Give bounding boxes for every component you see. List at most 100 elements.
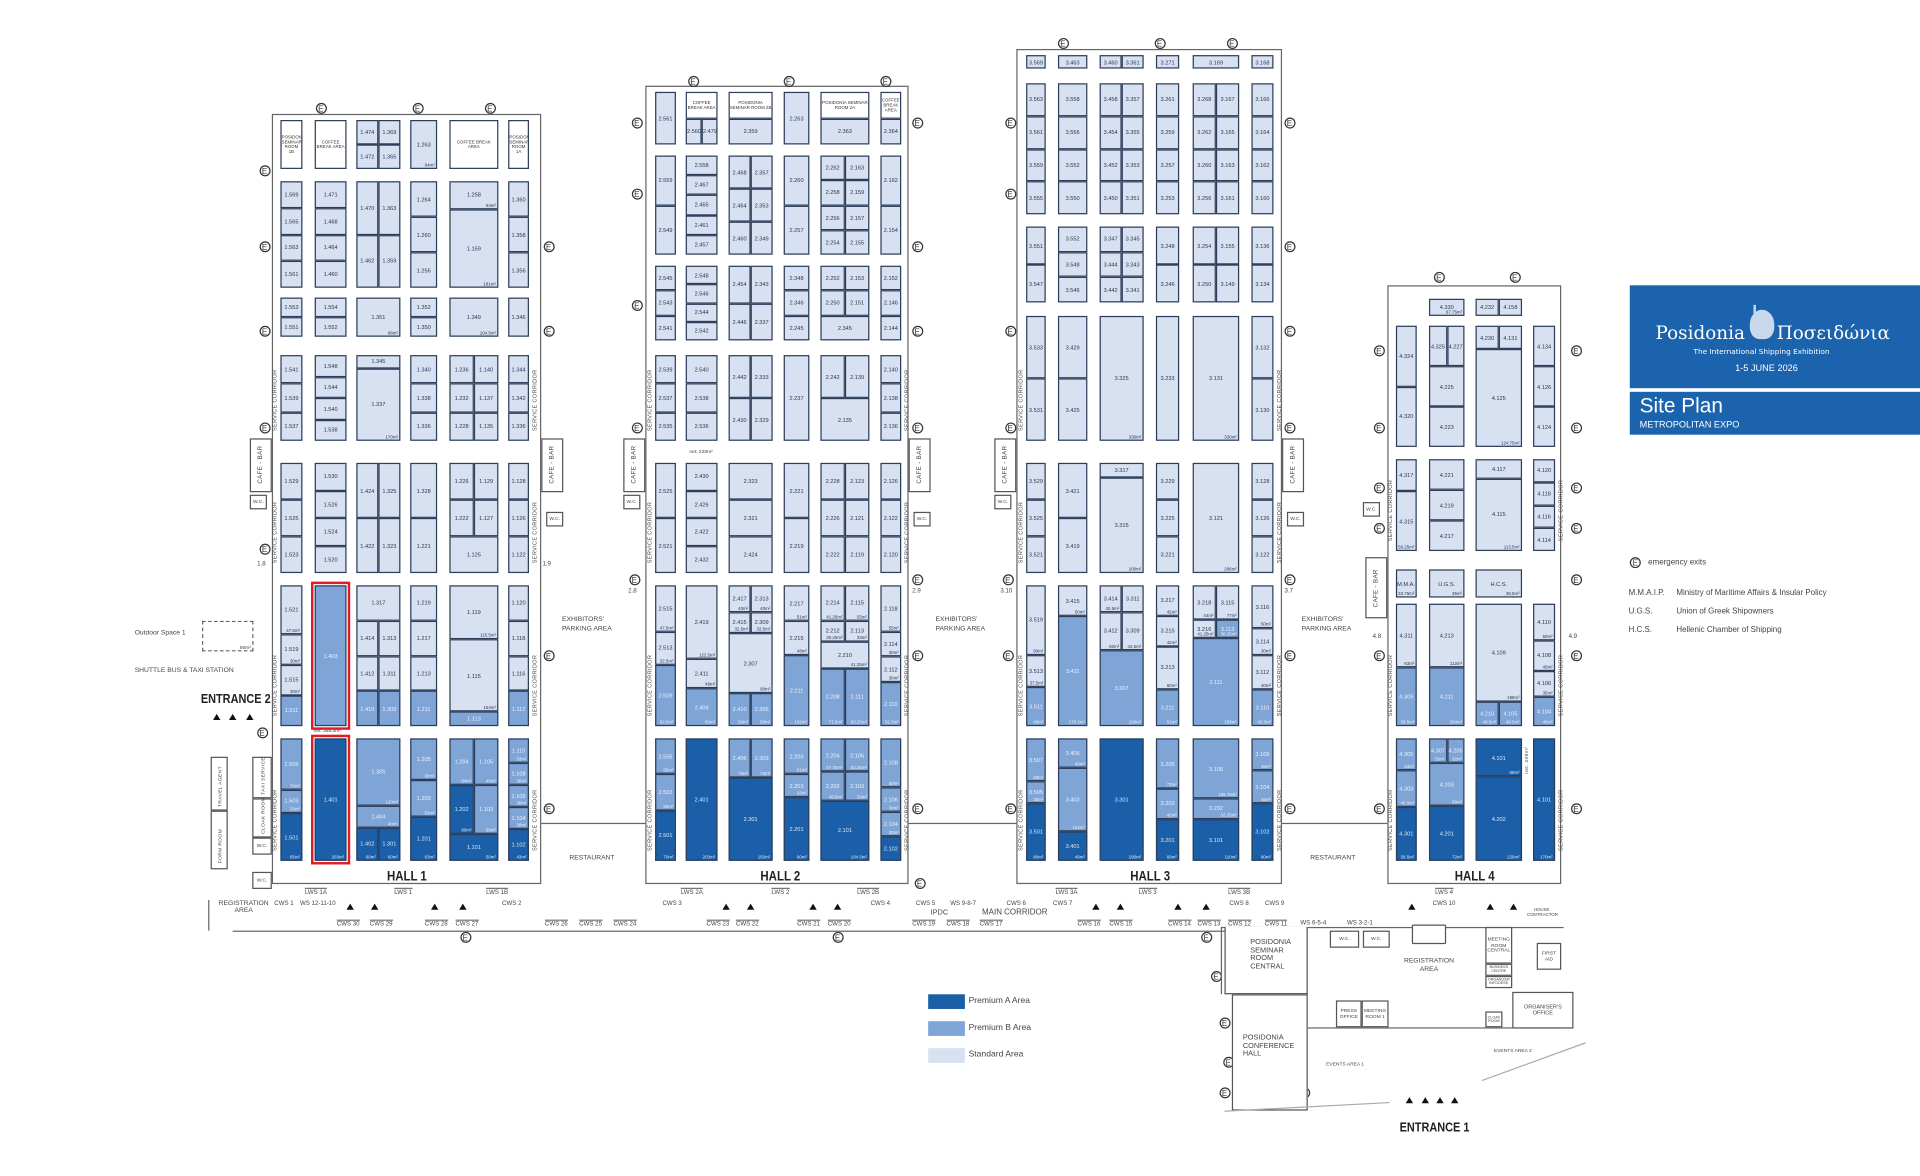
booth-2.256[interactable]: 2.256 bbox=[820, 205, 845, 230]
booth-3.216[interactable]: 3.216 41.25m² bbox=[1192, 619, 1216, 638]
booth-2.454[interactable]: 2.454 bbox=[728, 265, 751, 304]
booth-1.317[interactable]: 1.317 bbox=[356, 585, 401, 621]
booth-M.M.A.I.P.[interactable]: M.M.A.I.P. 33.75m² bbox=[1395, 569, 1417, 598]
booth-3.548[interactable]: 3.548 bbox=[1057, 251, 1088, 278]
booth-1.539[interactable]: 1.539 bbox=[280, 383, 303, 413]
booth-1.311[interactable]: 1.311 bbox=[378, 655, 401, 691]
booth-4.227[interactable]: 4.227 bbox=[1446, 325, 1465, 367]
booth-3.463[interactable]: 3.463 bbox=[1057, 55, 1088, 69]
booth-2.252[interactable]: 2.252 bbox=[820, 265, 845, 291]
booth-2.136[interactable]: 2.136 bbox=[880, 412, 902, 441]
booth-3.547[interactable]: 3.547 bbox=[1026, 264, 1046, 303]
booth-3.163[interactable]: 3.163 bbox=[1215, 148, 1240, 182]
booth-1.110[interactable]: 1.110 33m² bbox=[508, 738, 529, 763]
booth-2.426[interactable]: 2.426 bbox=[685, 490, 718, 518]
booth-U.G.S.[interactable]: U.G.S. 35m² bbox=[1428, 569, 1465, 598]
booth-2.301[interactable]: 2.301 150m² bbox=[728, 777, 773, 861]
booth-3.551[interactable]: 3.551 bbox=[1026, 226, 1046, 265]
booth-3.104[interactable]: 3.104 45m² bbox=[1251, 770, 1274, 804]
booth-2.203[interactable]: 2.203 33m² bbox=[783, 774, 810, 798]
booth-3.355[interactable]: 3.355 bbox=[1121, 116, 1144, 149]
booth-1.471[interactable]: 1.471 bbox=[314, 181, 347, 208]
booth-2.549[interactable]: 2.549 bbox=[655, 205, 676, 255]
booth-1.563[interactable]: 1.563 bbox=[280, 234, 303, 262]
booth-4.109[interactable]: 4.109 198m² bbox=[1475, 603, 1523, 702]
booth-1.336[interactable]: 1.336 bbox=[410, 412, 438, 441]
booth-2.525[interactable]: 2.525 bbox=[655, 462, 676, 518]
booth-4.114[interactable]: 4.114 bbox=[1533, 528, 1556, 552]
booth-3.559[interactable]: 3.559 bbox=[1026, 148, 1046, 182]
booth-3.452[interactable]: 3.452 bbox=[1099, 148, 1122, 182]
meeting-room-1[interactable]: MEETING ROOM 1 bbox=[1361, 1000, 1389, 1028]
booth-1.529[interactable]: 1.529 bbox=[280, 462, 303, 500]
booth-3.257[interactable]: 3.257 bbox=[1155, 148, 1180, 182]
booth-1.569[interactable]: 1.569 bbox=[280, 181, 303, 208]
booth-1.474[interactable]: 1.474 bbox=[356, 120, 379, 145]
booth-1.525[interactable]: 1.525 bbox=[280, 499, 303, 537]
booth-2.323[interactable]: 2.323 bbox=[728, 462, 773, 500]
booth-2.210[interactable]: 2.210 41.25m² bbox=[820, 641, 870, 669]
booth-2.103[interactable]: 2.103 33m² bbox=[844, 771, 870, 801]
booth-3.513[interactable]: 3.513 37.5m² bbox=[1026, 654, 1046, 688]
booth-3.233[interactable]: 3.233 bbox=[1155, 315, 1180, 441]
booth-3.128[interactable]: 3.128 bbox=[1251, 462, 1274, 500]
booth-2.357[interactable]: 2.357 bbox=[750, 155, 773, 189]
booth-2.468[interactable]: 2.468 bbox=[728, 155, 751, 189]
booth-1.337[interactable]: 1.337 170m² bbox=[356, 367, 401, 441]
booth-1.305[interactable]: 1.305 120m² bbox=[356, 738, 401, 806]
booth-1.260[interactable]: 1.260 bbox=[410, 216, 438, 253]
booth-3.556[interactable]: 3.556 bbox=[1057, 116, 1088, 149]
meeting-room-central[interactable]: MEETING ROOM CENTRAL bbox=[1485, 926, 1513, 964]
booth-2.313[interactable]: 2.313 40m² bbox=[750, 585, 773, 612]
booth-3.106[interactable]: 3.106 45m² bbox=[1251, 738, 1274, 771]
booth-2.411[interactable]: 2.411 49m² bbox=[685, 658, 718, 689]
booth-3.253[interactable]: 3.253 bbox=[1155, 181, 1180, 215]
booth-3.115[interactable]: 3.115 77m² bbox=[1215, 585, 1240, 620]
booth-1.122[interactable]: 1.122 bbox=[508, 536, 529, 574]
booth-1.325[interactable]: 1.325 bbox=[378, 462, 401, 518]
booth-3.505[interactable]: 3.505 30m² bbox=[1026, 781, 1046, 804]
booth-3.317[interactable]: 3.317 bbox=[1099, 462, 1144, 478]
booth-1.511[interactable]: 1.511 bbox=[280, 695, 303, 727]
booth-2.146[interactable]: 2.146 bbox=[880, 290, 902, 316]
booth-2.242[interactable]: 2.242 bbox=[820, 355, 845, 398]
booth-3.132[interactable]: 3.132 bbox=[1251, 315, 1274, 379]
booth-3.315[interactable]: 3.315 200m² bbox=[1099, 477, 1144, 574]
booth-1.102[interactable]: 1.102 43m² bbox=[508, 829, 529, 861]
booth-1.402[interactable]: 1.402 60m² bbox=[356, 827, 379, 861]
booth-4.309[interactable]: 4.309 58.5m² bbox=[1395, 667, 1417, 727]
booth-3.168[interactable]: 3.168 bbox=[1251, 55, 1274, 69]
booth-1.115[interactable]: 1.115 154m² bbox=[449, 639, 499, 713]
booth-2.135[interactable]: 2.135 bbox=[820, 397, 870, 441]
booth-1.565[interactable]: 1.565 bbox=[280, 207, 303, 235]
booth-3.116[interactable]: 3.116 50m² bbox=[1251, 585, 1274, 629]
booth-2.215[interactable]: 2.215 48m² bbox=[783, 621, 810, 655]
booth-3.229[interactable]: 3.229 bbox=[1155, 462, 1180, 500]
booth-3.165[interactable]: 3.165 bbox=[1215, 116, 1240, 149]
booth-2.537[interactable]: 2.537 bbox=[655, 383, 676, 413]
booth-4.108[interactable]: 4.108 40m² bbox=[1533, 640, 1556, 671]
booth-3.311[interactable]: 3.311 bbox=[1121, 585, 1144, 613]
booth-3.550[interactable]: 3.550 bbox=[1057, 181, 1088, 215]
booth-3.259[interactable]: 3.259 bbox=[1155, 116, 1180, 149]
booth-2.464[interactable]: 2.464 bbox=[728, 188, 751, 222]
facility-room[interactable]: POSIDONIA SEMINAR ROOM 2B bbox=[728, 91, 773, 119]
booth-1.338[interactable]: 1.338 bbox=[410, 383, 438, 413]
booth-1.365[interactable]: 1.365 bbox=[378, 144, 401, 169]
booth-1.226[interactable]: 1.226 bbox=[449, 462, 474, 500]
organizer-infodesk[interactable]: ORGANIZER INFODESK bbox=[1485, 975, 1513, 989]
booth-3.561[interactable]: 3.561 bbox=[1026, 116, 1046, 149]
booth-4.330[interactable]: 4.330 67.75m² bbox=[1428, 298, 1465, 316]
booth-1.468[interactable]: 1.468 bbox=[314, 207, 347, 235]
booth-3.458[interactable]: 3.458 bbox=[1099, 83, 1122, 117]
booth-3.211[interactable]: 3.211 51m² bbox=[1155, 689, 1180, 727]
booth-1.520[interactable]: 1.520 bbox=[314, 545, 347, 574]
booth-1.201[interactable]: 1.201 63m² bbox=[410, 816, 438, 861]
booth-2.505[interactable]: 2.505 50m² bbox=[655, 738, 676, 775]
booth-4.203[interactable]: 4.203 56m² bbox=[1428, 762, 1465, 806]
booth-3.254[interactable]: 3.254 bbox=[1192, 226, 1216, 265]
booth-3.444[interactable]: 3.444 bbox=[1099, 251, 1122, 278]
booth-3.425[interactable]: 3.425 bbox=[1057, 378, 1088, 441]
booth-2.345[interactable]: 2.345 bbox=[820, 315, 870, 341]
booth-3.361[interactable]: 3.361 bbox=[1121, 55, 1144, 69]
